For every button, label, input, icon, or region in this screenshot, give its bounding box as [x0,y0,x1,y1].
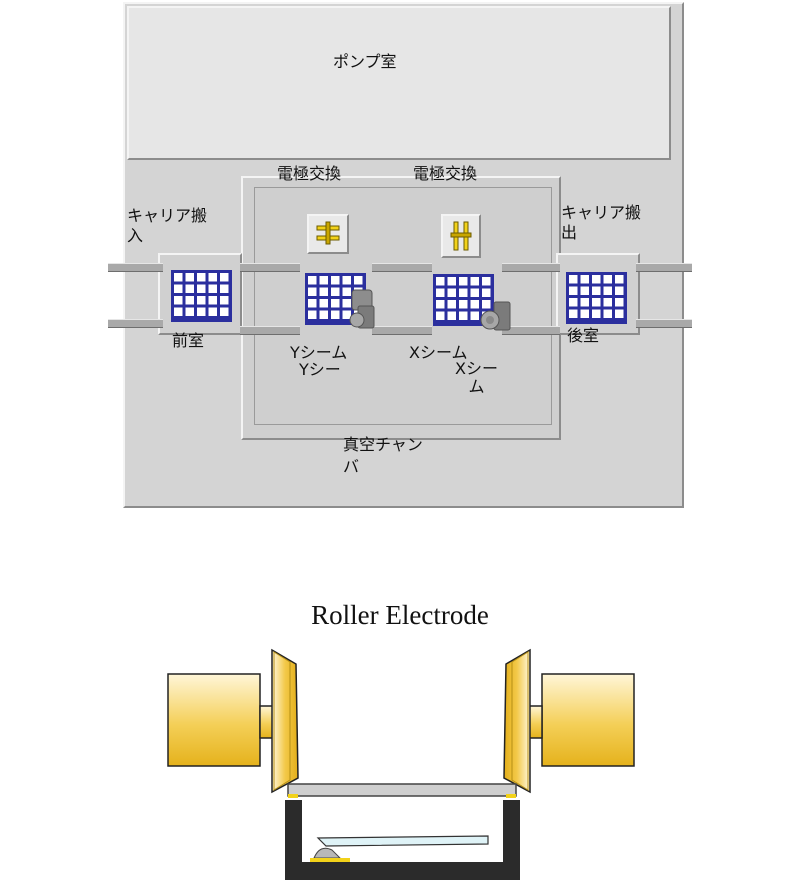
rear-chamber-label: 後室 [567,326,600,345]
rail [240,326,300,335]
rail [240,263,300,272]
pump-room-label: ポンプ室 [333,52,397,71]
carrier-out-label: キャリア搬 出 [561,203,642,242]
electrode-exchange-label-2: 電極交換 [413,164,478,183]
left-roller-wheel [271,648,299,794]
carrier-grid-x-seam [433,274,494,326]
y-seam-label-1: Yシーム [290,343,348,362]
carrier-grid-rear [566,272,627,324]
roller-head-x [478,298,514,334]
x-seam-label-2: Xシー ム [455,359,498,396]
lid-plate [287,783,517,797]
rail [636,263,692,272]
facility-layout-diagram: ポンプ室 電極交換 電極交換 [108,2,692,508]
left-motor [167,673,261,767]
roller-electrode-diagram [150,640,660,880]
mount-bump [313,847,342,859]
package-body [285,800,520,880]
crystal-element [316,835,489,847]
x-seam-label-1: Xシーム [409,343,468,362]
rail [636,319,692,328]
rail [108,319,163,328]
roller-electrode-title: Roller Electrode [311,600,489,630]
right-motor [541,673,635,767]
pump-room [127,6,671,160]
rail [372,263,432,272]
carrier-in-label: キャリア搬 入 [127,206,208,245]
right-roller-wheel [503,648,531,794]
roller-head-y [348,288,376,332]
rail [502,326,560,335]
rail [502,263,560,272]
y-seam-label-2: Yシー [299,360,341,379]
carrier-grid-front [171,270,232,322]
rail [108,263,163,272]
rail [372,326,432,335]
vacuum-chamber-inner [254,187,552,425]
vacuum-chamber-label: 真空チャン バ [343,435,423,476]
front-chamber-label: 前室 [172,331,205,350]
electrode-y-icon [307,214,349,254]
electrode-exchange-label-1: 電極交換 [277,164,342,183]
electrode-x-icon [441,214,481,258]
